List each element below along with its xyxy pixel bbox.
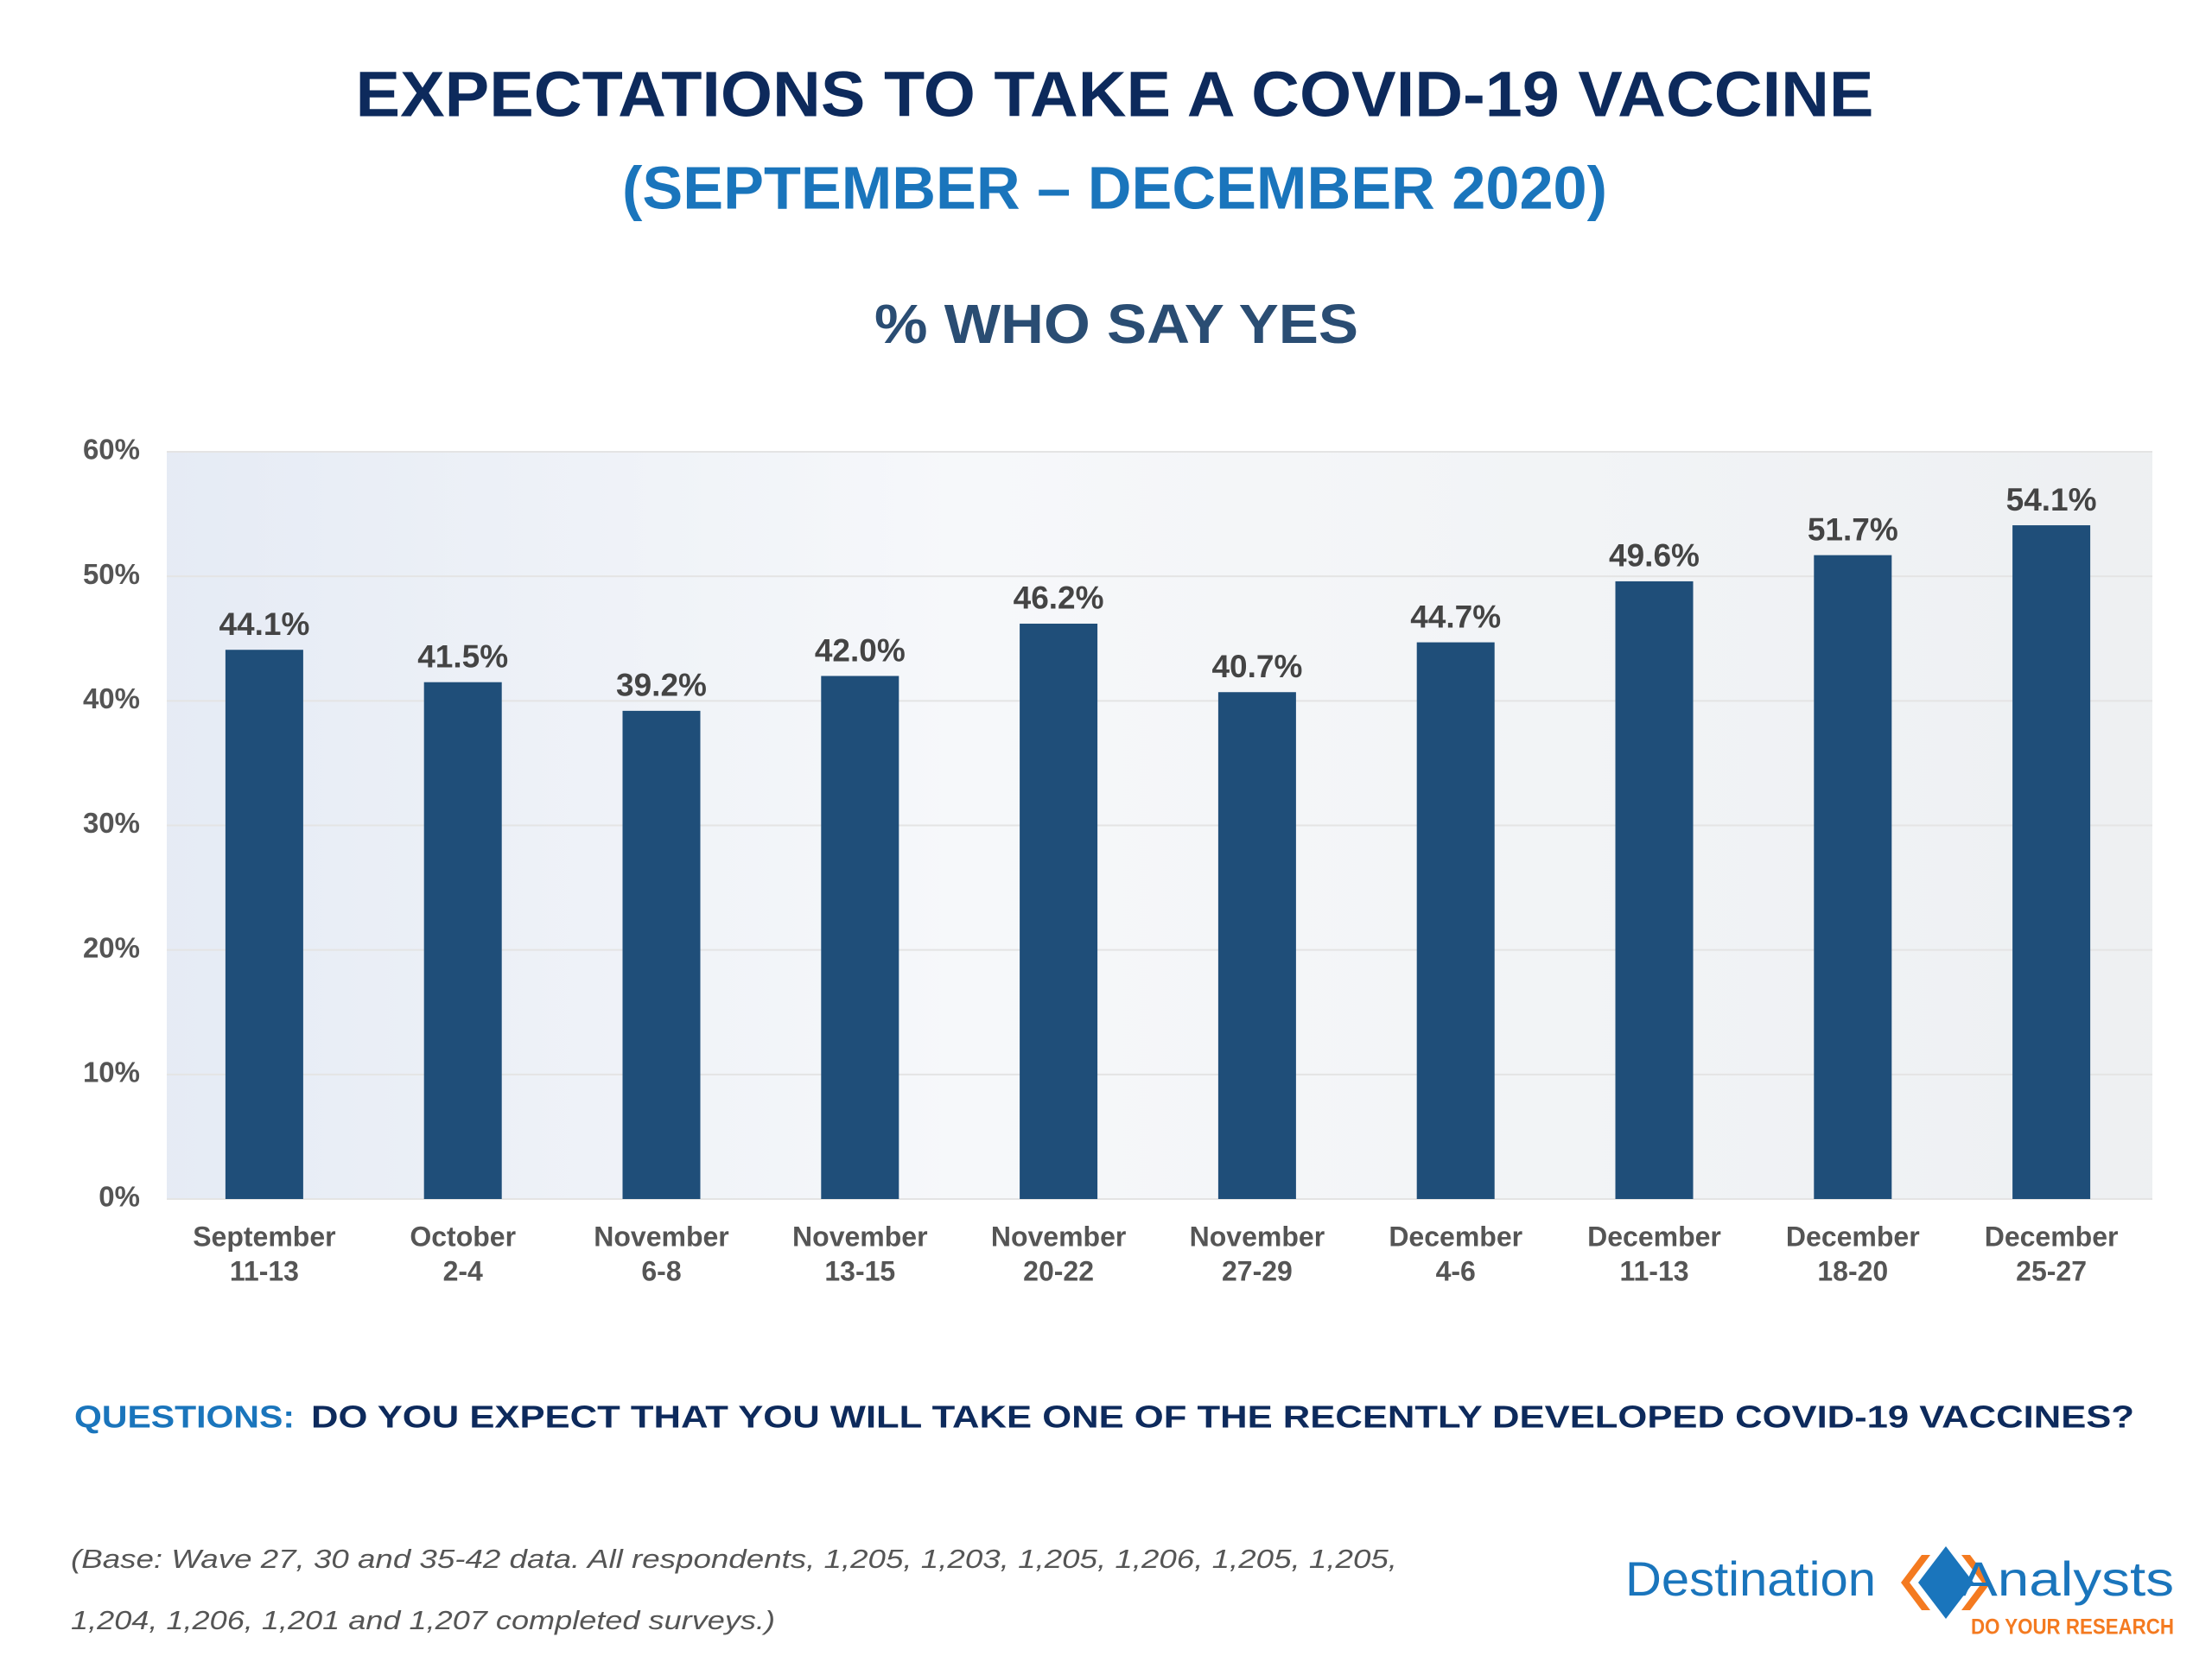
bar bbox=[1217, 692, 1296, 1199]
x-tick-label: December bbox=[1985, 1221, 2119, 1252]
y-tick-label: 50% bbox=[83, 558, 140, 590]
value-label: 44.1% bbox=[219, 606, 309, 642]
bar bbox=[2012, 525, 2091, 1199]
x-tick-label: 20-22 bbox=[1023, 1255, 1094, 1286]
logo-mark bbox=[1918, 1546, 1974, 1619]
base-note: 1,204, 1,206, 1,201 and 1,207 completed … bbox=[71, 1605, 775, 1635]
x-tick-label: 6-8 bbox=[641, 1255, 681, 1286]
bar bbox=[1020, 623, 1098, 1199]
bar bbox=[1814, 555, 1892, 1199]
x-tick-label: November bbox=[991, 1221, 1127, 1252]
x-tick-label: 11-13 bbox=[230, 1255, 299, 1286]
x-tick-label: September bbox=[193, 1221, 335, 1252]
question-label: QUESTIONS: bbox=[74, 1399, 295, 1435]
value-label: 44.7% bbox=[1410, 599, 1501, 634]
value-label: 39.2% bbox=[616, 668, 707, 703]
x-tick-label: October bbox=[410, 1221, 516, 1252]
base-note: (Base: Wave 27, 30 and 35-42 data. All r… bbox=[71, 1544, 1397, 1574]
x-tick-label: 2-4 bbox=[443, 1255, 483, 1286]
y-tick-label: 10% bbox=[83, 1056, 140, 1088]
x-tick-label: 27-29 bbox=[1222, 1255, 1293, 1286]
y-tick-label: 0% bbox=[99, 1181, 140, 1213]
x-tick-label: 13-15 bbox=[824, 1255, 895, 1286]
value-label: 40.7% bbox=[1211, 649, 1302, 684]
value-label: 54.1% bbox=[2006, 482, 2097, 517]
value-label: 49.6% bbox=[1609, 538, 1700, 574]
y-tick-label: 20% bbox=[83, 931, 140, 963]
bar bbox=[423, 682, 502, 1199]
y-tick-label: 30% bbox=[83, 807, 140, 839]
value-label: 42.0% bbox=[815, 632, 906, 668]
bar bbox=[622, 710, 701, 1199]
logo-text: Destination bbox=[1625, 1551, 1876, 1606]
bar bbox=[821, 676, 899, 1199]
x-tick-label: November bbox=[594, 1221, 729, 1252]
y-tick-label: 40% bbox=[83, 682, 140, 714]
chart-title: % WHO SAY YES bbox=[874, 293, 1358, 355]
x-tick-label: 25-27 bbox=[2016, 1255, 2087, 1286]
x-tick-label: December bbox=[1587, 1221, 1721, 1252]
value-label: 46.2% bbox=[1014, 581, 1104, 616]
x-tick-label: November bbox=[1190, 1221, 1325, 1252]
x-tick-label: December bbox=[1786, 1221, 1920, 1252]
subtitle: (SEPTEMBER – DECEMBER 2020) bbox=[622, 154, 1607, 221]
bar bbox=[1615, 581, 1694, 1199]
x-tick-label: 11-13 bbox=[1619, 1255, 1688, 1286]
value-label: 51.7% bbox=[1808, 511, 1898, 547]
y-tick-label: 60% bbox=[83, 434, 140, 466]
logo-text: Analysts bbox=[1960, 1551, 2174, 1606]
x-tick-label: November bbox=[792, 1221, 928, 1252]
value-label: 41.5% bbox=[417, 638, 508, 674]
x-tick-label: December bbox=[1389, 1221, 1522, 1252]
title: EXPECTATIONS TO TAKE A COVID-19 VACCINE bbox=[356, 59, 1874, 130]
bar bbox=[1416, 642, 1495, 1199]
x-tick-label: 18-20 bbox=[1817, 1255, 1888, 1286]
bar bbox=[225, 650, 303, 1199]
logo: Destination Analysts DO YOUR RESEARCH bbox=[1625, 1546, 2174, 1640]
question: DO YOU EXPECT THAT YOU WILL TAKE ONE OF … bbox=[311, 1399, 2134, 1435]
logo-tagline: DO YOUR RESEARCH bbox=[1971, 1615, 2174, 1640]
plot: 0%10%20%30%40%50%60%44.1%September11-134… bbox=[83, 434, 2152, 1286]
x-tick-label: 4-6 bbox=[1436, 1255, 1476, 1286]
